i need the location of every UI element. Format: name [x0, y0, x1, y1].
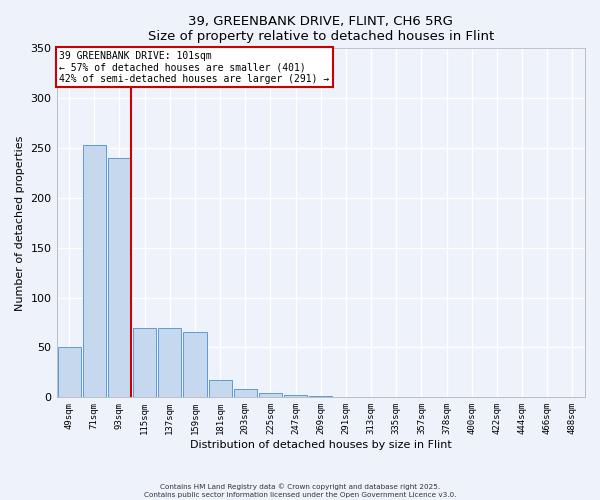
- Text: Contains HM Land Registry data © Crown copyright and database right 2025.
Contai: Contains HM Land Registry data © Crown c…: [144, 484, 456, 498]
- Bar: [158, 328, 181, 398]
- Bar: [309, 396, 332, 398]
- Title: 39, GREENBANK DRIVE, FLINT, CH6 5RG
Size of property relative to detached houses: 39, GREENBANK DRIVE, FLINT, CH6 5RG Size…: [148, 15, 494, 43]
- Bar: [133, 328, 156, 398]
- Text: 39 GREENBANK DRIVE: 101sqm
← 57% of detached houses are smaller (401)
42% of sem: 39 GREENBANK DRIVE: 101sqm ← 57% of deta…: [59, 51, 329, 84]
- Bar: [184, 332, 206, 398]
- Bar: [284, 396, 307, 398]
- Bar: [108, 158, 131, 398]
- Bar: [209, 380, 232, 398]
- Bar: [259, 394, 282, 398]
- X-axis label: Distribution of detached houses by size in Flint: Distribution of detached houses by size …: [190, 440, 452, 450]
- Bar: [234, 390, 257, 398]
- Bar: [83, 145, 106, 398]
- Y-axis label: Number of detached properties: Number of detached properties: [15, 135, 25, 310]
- Bar: [58, 348, 80, 398]
